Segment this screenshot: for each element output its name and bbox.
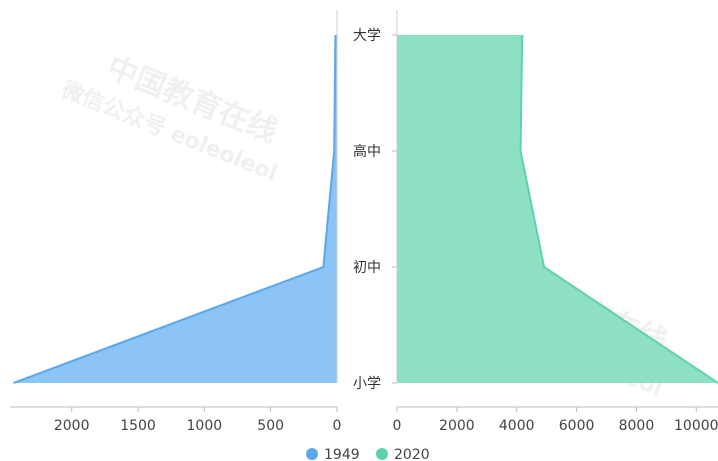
right-tick-label: 6000 (559, 418, 595, 434)
area-1949 (13, 35, 337, 383)
category-label: 高中 (353, 143, 381, 160)
right-tick-label: 10000 (674, 418, 718, 434)
right-tick-label: 4000 (499, 418, 535, 434)
left-tick-label: 1000 (187, 418, 223, 434)
line-1949 (13, 34, 337, 384)
category-label: 大学 (353, 28, 381, 44)
legend-marker (376, 448, 388, 460)
right-tick-label: 2000 (439, 418, 475, 434)
left-panel-1949: 2000 1500 1000 500 0 (10, 10, 341, 434)
legend-label: 1949 (324, 447, 360, 461)
area-2020 (397, 35, 718, 383)
right-tick-label: 0 (393, 418, 402, 434)
left-tick-label: 500 (257, 418, 284, 434)
legend-item-1949[interactable]: 1949 (306, 447, 360, 461)
left-tick-label: 1500 (120, 418, 156, 434)
category-label: 初中 (353, 259, 381, 276)
left-tick-label: 0 (333, 418, 342, 434)
right-tick-label: 8000 (619, 418, 655, 434)
legend-marker (306, 448, 318, 460)
line-2020 (519, 34, 718, 384)
legend-item-2020[interactable]: 2020 (376, 447, 430, 461)
legend[interactable]: 1949 2020 (306, 447, 430, 461)
category-label: 小学 (353, 376, 381, 392)
right-panel-2020: 0 2000 4000 6000 8000 10000 (393, 10, 718, 434)
legend-label: 2020 (394, 447, 430, 461)
left-tick-label: 2000 (54, 418, 90, 434)
